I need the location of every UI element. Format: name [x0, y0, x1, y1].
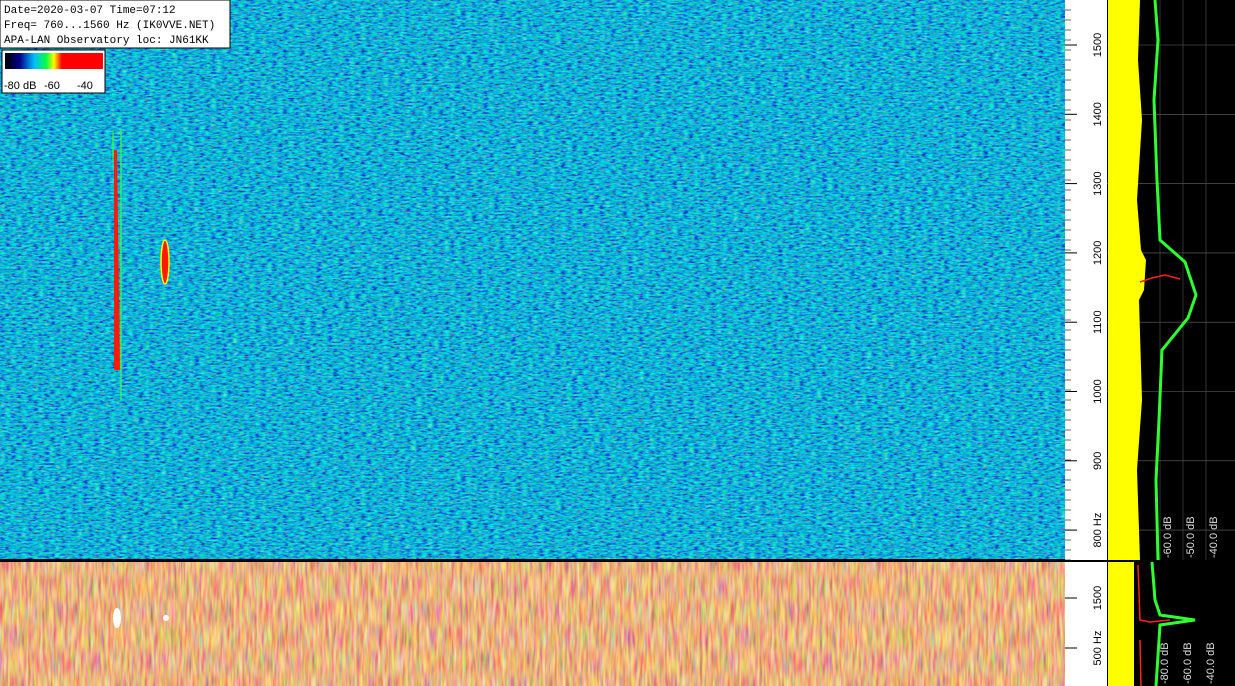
info-location: APA-LAN Observatory loc: JN61KK — [4, 35, 209, 47]
echo-bottom — [113, 608, 121, 628]
ruler-tick-label: 500 Hz — [1092, 631, 1104, 666]
ruler-tick-label: 1500 — [1092, 586, 1104, 610]
meteor-echo-small — [160, 239, 170, 285]
meteor-echo — [114, 150, 120, 370]
info-box — [0, 0, 231, 49]
spectrum-average — [1152, 0, 1198, 561]
level-label: -40.0 dB — [1208, 516, 1220, 558]
spectrum-peak-bottom — [1137, 564, 1171, 686]
level-label: -40.0 dB — [1205, 642, 1217, 684]
spectrum-yellow-bottom — [1108, 562, 1134, 686]
ruler-tick-label: 900 — [1092, 452, 1104, 470]
ruler-tick-label: 800 Hz — [1092, 513, 1104, 548]
spectrum-yellow — [1108, 0, 1146, 560]
waterfall-bottom — [0, 562, 1065, 686]
echo-bottom-small — [163, 615, 169, 621]
ruler-tick-label: 1300 — [1092, 171, 1104, 195]
level-label: -80.0 dB — [1159, 642, 1171, 684]
waterfall-top — [0, 0, 1065, 560]
level-labels: -60.0 dB -50.0 dB -40.0 dB -80.0 dB -60.0 dB… — [1159, 516, 1220, 684]
level-label: -50.0 dB — [1185, 516, 1197, 558]
level-label: -60.0 dB — [1182, 642, 1194, 684]
level-label: -60.0 dB — [1162, 516, 1174, 558]
spectrum-peak — [1139, 274, 1181, 283]
freq-ruler-top — [1065, 0, 1107, 560]
color-scale-label: -40 — [77, 80, 93, 92]
freq-ruler-bottom — [1065, 562, 1107, 686]
color-scale-label: -80 dB — [4, 80, 36, 92]
ruler-tick-label: 1500 — [1092, 33, 1104, 57]
echo-halo — [112, 130, 122, 400]
ruler-tick-label: 1000 — [1092, 379, 1104, 403]
info-freq: Freq= 760...1560 Hz (IK0VVE.NET) — [4, 20, 215, 32]
color-scale-label: -60 — [44, 80, 60, 92]
ruler-ticks: 1500 1400 1300 1200 1100 1000 900 800 Hz 1500 500… — [1065, 9, 1104, 666]
ruler-tick-label: 1400 — [1092, 102, 1104, 126]
panel-divider — [0, 559, 1065, 562]
ruler-tick-label: 1200 — [1092, 241, 1104, 265]
info-date: Date=2020-03-07 Time=07:12 — [4, 5, 176, 17]
spectrum-average-bottom — [1150, 561, 1196, 686]
ruler-tick-label: 1100 — [1092, 310, 1104, 334]
color-scale-bar — [5, 53, 103, 69]
